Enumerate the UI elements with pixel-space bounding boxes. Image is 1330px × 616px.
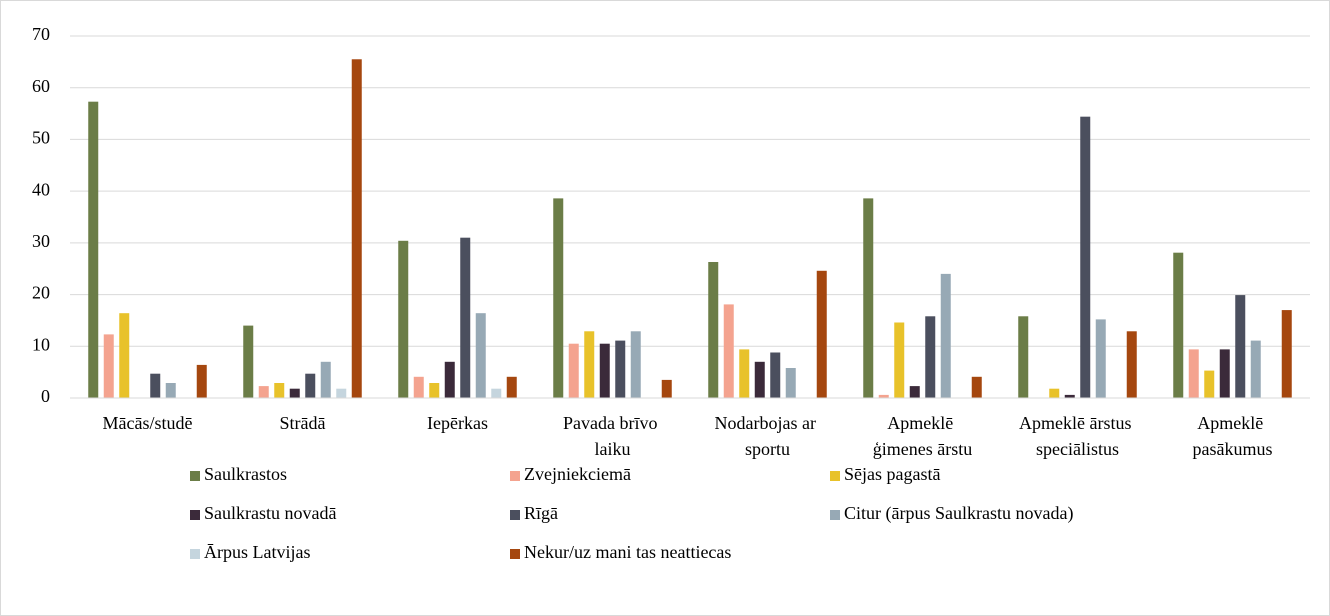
bar — [1219, 349, 1230, 398]
legend-label: Zvejniekciemā — [524, 464, 631, 484]
legend-label: Nekur/uz mani tas neattiecas — [524, 542, 731, 562]
x-tick-label: Apmeklē pasākumus — [1193, 413, 1273, 459]
bar — [491, 388, 502, 398]
bar — [351, 59, 362, 399]
bar — [723, 304, 734, 398]
y-tick-label: 30 — [32, 231, 50, 251]
x-tick-label: Apmeklē ārstus speciālistus — [1019, 413, 1136, 459]
bar — [630, 331, 641, 398]
bar — [1204, 370, 1215, 398]
y-tick-label: 0 — [41, 386, 50, 406]
legend-swatch — [190, 549, 200, 559]
bar — [289, 388, 300, 398]
y-tick-label: 10 — [32, 334, 50, 354]
bar — [1064, 394, 1075, 398]
bar — [568, 343, 579, 398]
bar — [475, 313, 486, 398]
bar — [119, 313, 130, 398]
legend-label: Citur (ārpus Saulkrastu novada) — [844, 503, 1073, 524]
bar — [506, 376, 517, 398]
bar — [739, 349, 750, 398]
bar — [398, 240, 409, 398]
bar — [1018, 316, 1029, 398]
legend-swatch — [190, 510, 200, 520]
bar — [150, 373, 161, 398]
bar — [894, 322, 905, 398]
bar — [1173, 252, 1184, 398]
bar — [258, 386, 269, 398]
bar — [429, 383, 440, 398]
bar — [165, 383, 176, 398]
y-tick-label: 20 — [32, 283, 50, 303]
bar — [320, 361, 331, 398]
legend-swatch — [830, 471, 840, 481]
bar — [584, 331, 595, 398]
y-tick-label: 40 — [32, 179, 50, 199]
bar — [708, 261, 719, 398]
bar — [336, 388, 347, 398]
bar — [615, 340, 626, 398]
bar — [909, 386, 920, 398]
bar — [243, 325, 254, 398]
x-tick-label: Pavada brīvo laiku — [563, 413, 662, 459]
x-tick-label: Apmeklē ģimenes ārstu — [873, 413, 972, 459]
bar — [553, 198, 564, 398]
bar — [1235, 295, 1246, 398]
x-tick-label: Nodarbojas ar sportu — [715, 413, 821, 459]
bar — [88, 101, 99, 399]
bar — [770, 352, 781, 398]
y-tick-label: 60 — [32, 76, 50, 96]
x-tick-label: Strādā — [280, 413, 326, 433]
bar — [754, 361, 765, 398]
bar — [1281, 310, 1292, 398]
y-tick-label: 70 — [32, 24, 50, 44]
bar — [1188, 349, 1199, 398]
bar — [785, 368, 796, 398]
legend-label: Ārpus Latvijas — [204, 542, 310, 562]
y-tick-label: 50 — [32, 128, 50, 148]
legend-label: Saulkrastu novadā — [204, 503, 336, 523]
bar — [1126, 331, 1137, 398]
legend-swatch — [510, 549, 520, 559]
bar — [863, 198, 874, 398]
bar — [1080, 116, 1091, 398]
x-tick-label: Mācās/studē — [103, 413, 193, 433]
legend-swatch — [190, 471, 200, 481]
bar — [661, 379, 672, 398]
bar — [816, 270, 827, 398]
bar — [444, 361, 455, 398]
bar — [413, 376, 424, 398]
bar — [878, 394, 889, 398]
legend-swatch — [830, 510, 840, 520]
bar — [940, 273, 951, 398]
bar — [103, 334, 114, 398]
x-tick-label: Iepērkas — [427, 413, 488, 433]
bar — [1250, 340, 1261, 398]
bar — [460, 237, 471, 398]
bar — [971, 376, 982, 398]
legend-label: Sējas pagastā — [844, 464, 940, 484]
bar — [305, 373, 316, 398]
bar — [599, 343, 610, 398]
bar — [196, 364, 207, 398]
legend-swatch — [510, 510, 520, 520]
legend-swatch — [510, 471, 520, 481]
bar — [1095, 319, 1106, 398]
bar — [925, 316, 936, 398]
bar — [274, 383, 285, 398]
bar — [1049, 388, 1060, 398]
legend-label: Rīgā — [524, 503, 558, 523]
legend-label: Saulkrastos — [204, 464, 287, 484]
